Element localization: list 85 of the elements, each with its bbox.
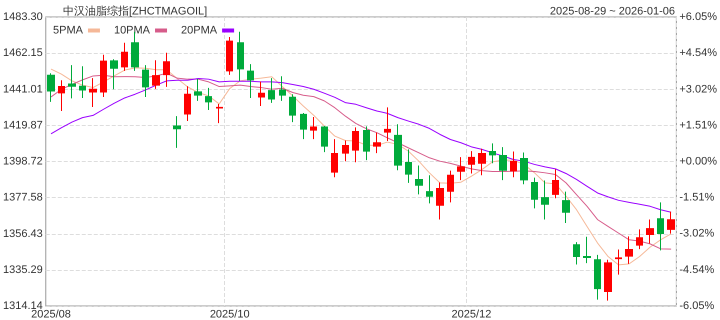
candlestick	[604, 259, 612, 302]
candlestick	[47, 72, 55, 102]
candlestick	[152, 60, 160, 90]
y2-tick-label: -6.05%	[679, 300, 714, 312]
y2-tick-label: +0.00%	[679, 156, 718, 168]
candlestick	[447, 170, 454, 203]
candlestick	[310, 116, 317, 140]
y-tick-label: 1483.30	[2, 11, 43, 23]
candlestick	[373, 132, 381, 154]
y-tick-label: 1462.15	[2, 47, 43, 60]
candlestick	[531, 177, 538, 209]
candlestick	[184, 86, 191, 122]
candlestick	[100, 54, 107, 98]
y2-tick-label: +6.05%	[679, 11, 718, 23]
candlestick	[457, 156, 465, 181]
candlestick	[289, 94, 296, 123]
candlestick	[384, 106, 391, 142]
candlestick	[426, 174, 433, 204]
candlestick	[216, 103, 223, 124]
candlestick	[258, 81, 265, 107]
legend-label: 5PMA	[52, 24, 84, 36]
candlestick	[562, 191, 570, 224]
candlestick	[352, 126, 359, 163]
y-tick-label: 1398.72	[2, 156, 43, 168]
candlestick	[300, 112, 307, 140]
candlestick	[342, 140, 349, 162]
y-tick-label: 1356.43	[2, 228, 43, 240]
candlestick	[58, 80, 65, 112]
y2-tick-label: +4.54%	[679, 47, 718, 60]
candlestick	[321, 126, 328, 153]
candlestick	[331, 138, 338, 178]
candlestick	[478, 148, 486, 176]
candlestick	[510, 150, 517, 178]
legend-label: 20PMA	[181, 24, 218, 36]
candlestick	[657, 202, 664, 251]
legend-label: 10PMA	[114, 24, 151, 36]
x-tick-label: 2025/12	[452, 308, 492, 320]
candlestick	[541, 180, 549, 220]
candlestick	[226, 36, 233, 76]
x-tick-label: 2025/10	[210, 308, 250, 320]
candlestick	[89, 78, 97, 108]
candlestick	[68, 64, 76, 99]
y2-tick-label: -4.54%	[679, 264, 714, 276]
candlestick	[194, 78, 202, 102]
candlestick	[173, 116, 181, 148]
candlestick	[615, 249, 622, 276]
candlestick	[415, 164, 423, 195]
candlestick	[625, 236, 633, 264]
candlestick	[499, 146, 507, 181]
y-tick-label: 1377.58	[2, 192, 43, 204]
candlestick	[121, 42, 128, 72]
candlestick	[142, 64, 149, 98]
y2-tick-label: +1.51%	[679, 119, 718, 132]
y2-tick-label: -3.02%	[679, 228, 714, 240]
candlestick	[520, 152, 528, 185]
candlestick	[363, 126, 370, 161]
y-tick-label: 1441.01	[2, 83, 43, 96]
chart-subtitle: 2025-08-29 ~ 2026-01-06	[550, 6, 676, 18]
candlestick	[667, 211, 675, 234]
candlestick	[436, 182, 444, 220]
x-tick-label: 2025/08	[31, 308, 71, 320]
y-tick-label: 1335.29	[2, 264, 43, 276]
candlestick	[573, 242, 580, 266]
candlestick	[594, 254, 601, 300]
candlestick	[163, 52, 170, 88]
candlestick	[237, 31, 244, 82]
candlestick	[646, 218, 654, 244]
candlestick	[489, 142, 496, 164]
candlestick	[468, 150, 475, 174]
candlestick	[79, 66, 86, 98]
y-tick-label: 1419.87	[2, 119, 43, 132]
candlestick	[405, 148, 412, 184]
candlestick	[636, 228, 643, 250]
y2-tick-label: -1.51%	[679, 192, 714, 204]
candlestick	[583, 236, 591, 264]
y2-tick-label: +3.02%	[679, 83, 718, 96]
candlestick	[552, 168, 559, 199]
line-series	[50, 78, 672, 213]
candlestick	[205, 87, 212, 110]
candlestick	[110, 58, 118, 90]
candlestick	[268, 78, 275, 104]
candlestick	[394, 124, 402, 171]
candlestick	[279, 76, 286, 102]
candlestick	[247, 64, 254, 98]
chart-title: 中汉油脂综指[ZHCTMAGOIL]	[63, 4, 208, 18]
